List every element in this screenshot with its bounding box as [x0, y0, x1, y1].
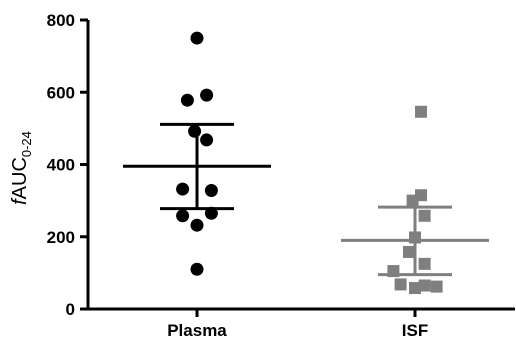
data-point-isf [430, 280, 443, 293]
data-point-plasma [180, 93, 194, 107]
data-point-isf [403, 245, 415, 258]
x-category-label: Plasma [167, 321, 227, 340]
y-axis-title-prefix: f [9, 197, 31, 205]
data-point-isf [418, 279, 431, 292]
data-point-plasma [200, 88, 214, 102]
y-axis-title-main: AUC [9, 157, 31, 199]
error-bars [123, 122, 489, 277]
data-point-plasma [204, 184, 218, 198]
data-points [176, 31, 443, 295]
y-tick-label: 600 [47, 83, 75, 102]
data-point-plasma [190, 218, 204, 232]
data-point-isf [409, 231, 421, 244]
y-tick-label: 0 [66, 300, 75, 319]
y-tick-label: 400 [47, 156, 75, 175]
data-point-isf [406, 194, 419, 207]
data-point-isf [418, 209, 431, 222]
data-point-plasma [204, 206, 218, 220]
data-point-isf [394, 278, 407, 291]
y-tick-label: 800 [47, 11, 75, 30]
svg-text:fAUC0-24: fAUC0-24 [9, 131, 34, 205]
y-ticks: 0 200 400 600 800 [47, 11, 88, 319]
data-point-isf [409, 282, 421, 295]
y-axis-title: fAUC0-24 [9, 131, 34, 205]
data-point-plasma [188, 124, 202, 138]
data-point-isf [387, 265, 400, 278]
data-point-isf [418, 257, 431, 270]
data-point-plasma [176, 209, 190, 223]
y-axis-title-subscript: 0-24 [19, 131, 34, 157]
x-category-label: ISF [402, 321, 428, 340]
data-point-plasma [200, 133, 214, 147]
data-point-plasma [176, 182, 190, 196]
y-tick-label: 200 [47, 228, 75, 247]
data-point-plasma [190, 262, 204, 276]
data-point-plasma [190, 31, 204, 45]
x-categories: Plasma ISF [167, 309, 428, 340]
data-point-isf [415, 105, 427, 118]
